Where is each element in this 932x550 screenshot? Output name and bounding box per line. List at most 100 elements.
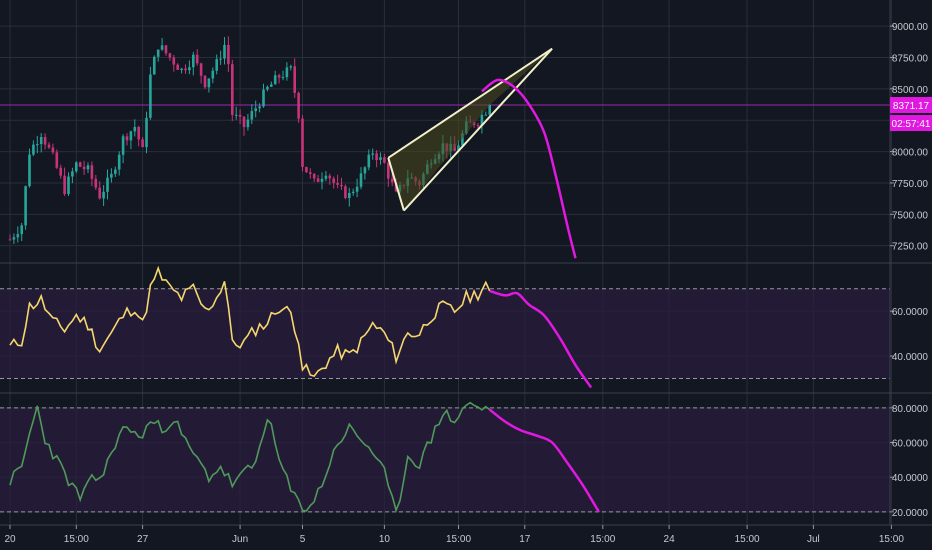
current-price-tag: 8371.17	[890, 97, 932, 114]
candle-body	[273, 75, 277, 85]
stoch-projection-line[interactable]	[488, 408, 600, 513]
candle-body	[336, 183, 339, 185]
time-tick-label: 15:00	[446, 534, 471, 545]
candle-body	[281, 77, 285, 79]
candle-body	[351, 191, 355, 193]
price-projection-line[interactable]	[481, 78, 577, 259]
candle-body	[195, 54, 199, 64]
candle-body	[277, 75, 281, 78]
price-scale-tick-label: 8000.00	[892, 148, 929, 159]
rsi-pane[interactable]	[0, 265, 890, 389]
candle-body	[309, 172, 312, 174]
countdown-label: 02:57:41	[892, 119, 931, 130]
candle-body	[390, 178, 394, 183]
price-pane[interactable]	[0, 36, 890, 259]
time-tick-label: 27	[137, 534, 149, 545]
stoch-scale[interactable]: 80.0000 60.0000 40.0000 20.0000	[890, 404, 928, 519]
wedge-fill	[388, 48, 553, 211]
candle-body	[270, 84, 273, 87]
candle-body	[184, 68, 187, 71]
candle-body	[51, 147, 55, 153]
candle-body	[312, 173, 316, 179]
candle-body	[75, 162, 78, 172]
rsi-scale-tick-label: 60.0000	[892, 307, 929, 318]
candle-body	[153, 56, 156, 75]
price-scale-tick-label: 7250.00	[892, 242, 929, 253]
candle-body	[387, 162, 390, 179]
time-tick-label: 15:00	[590, 534, 615, 545]
candle-body	[160, 45, 164, 50]
candle-body	[250, 111, 254, 120]
candle-body	[332, 178, 335, 184]
time-tick-label: 17	[519, 534, 531, 545]
candle-body	[301, 118, 304, 167]
candle-body	[114, 169, 117, 174]
candle-body	[59, 167, 62, 176]
candle-body	[106, 177, 109, 192]
candle-body	[488, 105, 491, 115]
candle-body	[149, 74, 152, 118]
rsi-scale[interactable]: 60.0000 40.0000	[890, 307, 928, 363]
candle-body	[156, 49, 160, 57]
candle-body	[476, 125, 480, 127]
price-scale-tick-label: 7750.00	[892, 179, 929, 190]
candle-body	[180, 68, 183, 70]
price-scale-tick-label: 7500.00	[892, 210, 929, 221]
wedge-upper-line[interactable]	[387, 47, 553, 159]
candle-body	[363, 167, 367, 174]
candle-body	[215, 59, 218, 71]
time-tick-label: 5	[300, 534, 306, 545]
candle-body	[242, 116, 246, 128]
rsi-projection-line[interactable]	[489, 289, 593, 389]
time-tick-label: Jul	[807, 534, 820, 545]
candle-body	[176, 64, 179, 70]
candle-body	[43, 137, 47, 145]
candle-body	[32, 144, 35, 155]
candle-body	[328, 175, 332, 179]
candle-body	[234, 114, 238, 116]
candle-body	[231, 64, 234, 115]
candle-body	[125, 136, 129, 141]
candle-body	[8, 239, 12, 241]
candle-body	[20, 225, 23, 235]
candle-body	[293, 66, 296, 93]
candle-body	[348, 192, 351, 199]
time-tick-label: 15:00	[64, 534, 89, 545]
candle-body	[316, 178, 320, 182]
time-scale[interactable]: 20 15:00 27 Jun 5 10 15:00 17 15:00 24 15:00 Jul 15:…	[4, 525, 932, 545]
countdown-tag: 02:57:41	[890, 115, 932, 132]
candle-body	[207, 78, 211, 88]
candle-body	[133, 126, 137, 132]
rsi-scale-tick-label: 40.0000	[892, 352, 929, 363]
candle-body	[340, 184, 343, 187]
stoch-pane[interactable]	[0, 401, 890, 513]
candle-body	[188, 67, 191, 71]
stoch-scale-tick-label: 80.0000	[892, 404, 929, 415]
wedge-start-line[interactable]	[387, 157, 405, 211]
candle-body	[94, 178, 98, 188]
candle-body	[117, 154, 121, 170]
candle-body	[137, 126, 140, 140]
wedge-lower-line[interactable]	[403, 47, 553, 212]
candle-body	[82, 166, 86, 170]
candle-body	[285, 67, 289, 78]
stoch-scale-tick-label: 40.0000	[892, 473, 929, 484]
candle-body	[78, 162, 82, 167]
price-scale-tick-label: 9000.00	[892, 22, 929, 33]
stoch-scale-tick-label: 20.0000	[892, 508, 929, 519]
rising-wedge-drawing[interactable]	[387, 47, 553, 212]
time-tick-label: 24	[664, 534, 676, 545]
current-price-label: 8371.17	[893, 101, 930, 112]
candle-body	[320, 178, 324, 182]
candle-body	[164, 45, 168, 54]
candle-body	[480, 114, 484, 126]
candle-body	[457, 145, 460, 151]
candle-body	[305, 166, 308, 173]
candle-body	[90, 165, 94, 179]
candle-body	[67, 176, 70, 194]
candle-body	[484, 114, 488, 116]
candle-body	[367, 154, 371, 168]
candle-body	[63, 175, 66, 194]
candle-body	[203, 75, 207, 88]
